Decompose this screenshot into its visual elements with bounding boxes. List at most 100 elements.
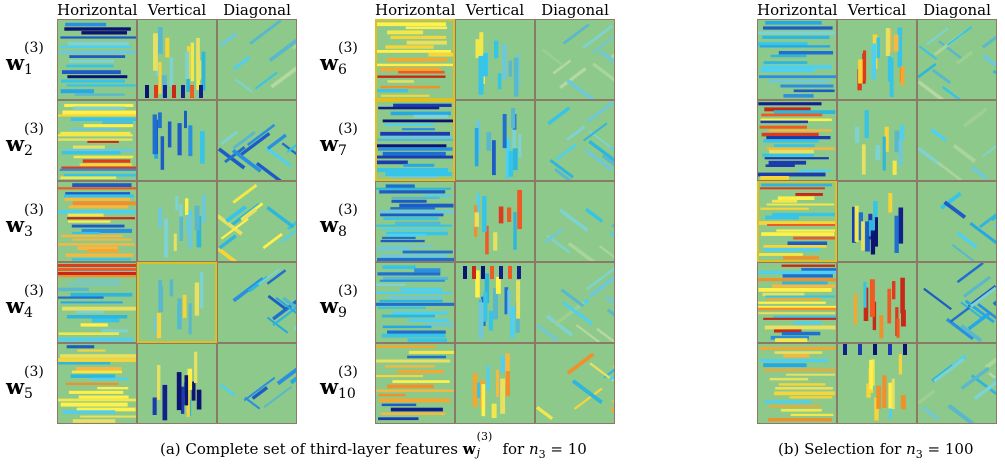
feature-image — [57, 262, 137, 343]
column-headers-middle: Horizontal Vertical Diagonal — [375, 0, 615, 20]
feature-cell — [217, 343, 297, 424]
row-label-w1: w (3) 1 — [6, 40, 44, 78]
column-header-vertical: Vertical — [847, 1, 907, 19]
row-label-w8: w (3) 8 — [320, 202, 358, 240]
feature-image — [757, 262, 837, 343]
feature-image — [137, 100, 217, 181]
feature-image — [217, 19, 297, 100]
feature-cell — [137, 100, 217, 181]
caption-b: (b) Selection for n3 = 100 — [778, 440, 974, 461]
feature-cell — [535, 262, 615, 343]
feature-cell — [57, 343, 137, 424]
feature-cell — [455, 19, 535, 100]
column-header-vertical: Vertical — [465, 1, 525, 19]
feature-cell — [757, 262, 837, 343]
feature-cell — [137, 343, 217, 424]
feature-image — [137, 19, 217, 100]
feature-image — [455, 262, 535, 343]
feature-image — [217, 343, 297, 424]
column-header-diagonal: Diagonal — [541, 1, 609, 19]
feature-image — [535, 343, 615, 424]
feature-image — [375, 262, 455, 343]
feature-cell — [837, 100, 917, 181]
row-label-w6: w (3) 6 — [320, 40, 358, 78]
feature-cell — [217, 100, 297, 181]
feature-image — [535, 181, 615, 262]
row-label-w2: w (3) 2 — [6, 121, 44, 159]
feature-grid-middle — [375, 19, 615, 424]
feature-cell — [375, 181, 455, 262]
feature-cell — [57, 100, 137, 181]
feature-image — [535, 19, 615, 100]
feature-cell — [375, 262, 455, 343]
feature-image — [535, 100, 615, 181]
feature-image — [137, 181, 217, 262]
feature-image — [137, 262, 217, 343]
feature-image — [837, 181, 917, 262]
feature-cell — [837, 181, 917, 262]
feature-image — [455, 343, 535, 424]
feature-cell — [217, 181, 297, 262]
feature-image — [917, 19, 997, 100]
feature-cell — [137, 262, 217, 343]
column-header-horizontal: Horizontal — [757, 1, 838, 19]
feature-image — [837, 100, 917, 181]
feature-cell — [757, 100, 837, 181]
feature-image — [757, 181, 837, 262]
feature-image — [57, 343, 137, 424]
row-label-w4: w (3) 4 — [6, 283, 44, 321]
feature-image — [917, 262, 997, 343]
feature-image — [917, 181, 997, 262]
feature-cell — [917, 262, 997, 343]
feature-cell — [917, 181, 997, 262]
feature-cell — [917, 19, 997, 100]
feature-image — [837, 19, 917, 100]
row-label-w9: w (3) 9 — [320, 283, 358, 321]
feature-image — [917, 100, 997, 181]
row-label-w3: w (3) 3 — [6, 202, 44, 240]
feature-image — [455, 181, 535, 262]
feature-cell — [375, 343, 455, 424]
feature-cell — [837, 343, 917, 424]
row-label-w5: w (3) 5 — [6, 364, 44, 402]
feature-cell — [837, 262, 917, 343]
feature-cell — [535, 19, 615, 100]
feature-cell — [455, 262, 535, 343]
feature-cell — [57, 262, 137, 343]
feature-image — [375, 19, 455, 100]
feature-cell — [455, 343, 535, 424]
feature-cell — [837, 19, 917, 100]
feature-cell — [217, 262, 297, 343]
column-header-diagonal: Diagonal — [923, 1, 991, 19]
feature-cell — [917, 100, 997, 181]
feature-cell — [535, 343, 615, 424]
column-header-vertical: Vertical — [147, 1, 207, 19]
feature-image — [917, 343, 997, 424]
column-header-diagonal: Diagonal — [223, 1, 291, 19]
feature-cell — [57, 19, 137, 100]
feature-cell — [757, 181, 837, 262]
feature-image — [137, 343, 217, 424]
feature-image — [57, 181, 137, 262]
column-header-horizontal: Horizontal — [375, 1, 456, 19]
feature-cell — [137, 19, 217, 100]
row-label-w7: w (3) 7 — [320, 121, 358, 159]
feature-image — [455, 19, 535, 100]
feature-image — [535, 262, 615, 343]
feature-image — [375, 343, 455, 424]
feature-grid-right — [757, 19, 997, 424]
feature-cell — [757, 343, 837, 424]
feature-cell — [455, 100, 535, 181]
feature-image — [455, 100, 535, 181]
feature-image — [217, 262, 297, 343]
feature-image — [57, 100, 137, 181]
feature-cell — [375, 100, 455, 181]
feature-cell — [137, 181, 217, 262]
feature-image — [375, 100, 455, 181]
feature-cell — [917, 343, 997, 424]
feature-grid-left — [57, 19, 297, 424]
column-headers-left: Horizontal Vertical Diagonal — [57, 0, 297, 20]
caption-a: (a) Complete set of third-layer features… — [160, 430, 587, 461]
row-label-w10: w (3) 10 — [320, 364, 358, 402]
feature-cell — [535, 100, 615, 181]
